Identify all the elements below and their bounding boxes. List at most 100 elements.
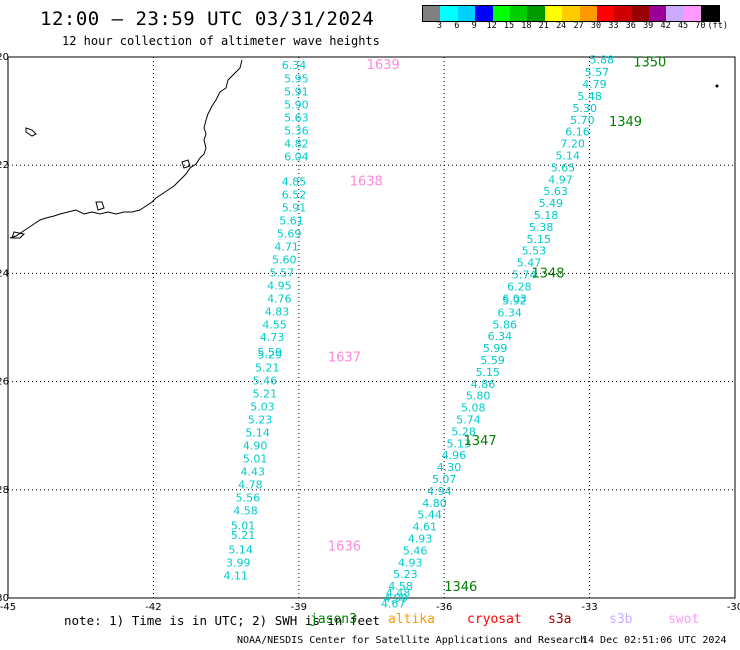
legend-swatch: [562, 6, 580, 21]
swh-value: 4.94: [427, 485, 452, 498]
map-title: 12:00 – 23:59 UTC 03/31/2024: [40, 8, 375, 30]
legend-label: 33: [608, 21, 619, 31]
swh-value: 5.08: [461, 402, 486, 415]
legend-label: 45: [677, 21, 689, 31]
legend-label: 12: [486, 21, 497, 31]
swh-value: 5.70: [570, 114, 595, 127]
mission-label: s3b: [609, 612, 633, 627]
mission-label: jason3: [310, 612, 357, 627]
legend-swatch: [544, 6, 563, 21]
legend-swatch: [475, 6, 493, 21]
legend-swatch: [509, 6, 528, 21]
swh-value: 5.74: [512, 268, 537, 281]
swh-value: 5.88: [589, 54, 614, 67]
swh-value: 4.11: [224, 569, 249, 582]
swh-value: 5.92: [502, 294, 527, 307]
map-grid: [7, 56, 736, 599]
swh-value: 7.20: [560, 138, 585, 151]
swh-value: 4.61: [413, 521, 438, 534]
swh-value: 5.95: [284, 73, 309, 86]
lon-tick-label: -33: [581, 602, 597, 613]
swh-value: 4.93: [408, 532, 433, 545]
swh-value: 6.03: [502, 292, 527, 305]
legend-label: 3: [436, 21, 442, 31]
swh-value: 5.21: [253, 388, 278, 401]
swh-value: 5.60: [272, 253, 297, 266]
swh-value: 5.18: [534, 209, 559, 222]
wave-tracks: 6.345.955.915.905.635.364.826.044.856.52…: [224, 54, 614, 611]
credit-text: NOAA/NESDIS Center for Satellite Applica…: [237, 635, 587, 646]
swh-value: 5.01: [243, 452, 268, 465]
swh-value: 5.57: [270, 266, 295, 279]
swh-value: 6.34: [497, 306, 522, 319]
credit-date: 14 Dec 02:51:06 UTC 2024: [582, 635, 727, 646]
swh-value: 4.73: [260, 331, 285, 344]
swh-value: 5.03: [250, 400, 275, 413]
pass-number: 1637: [328, 350, 361, 365]
legend-label: 27: [573, 21, 584, 31]
swh-value: 4.96: [442, 449, 467, 462]
swh-value: 5.56: [236, 491, 261, 504]
legend-label: 36: [625, 21, 636, 31]
swh-value: 6.52: [282, 188, 307, 201]
island-2: [181, 159, 191, 169]
swh-value: 5.80: [466, 390, 491, 403]
pass-number: 1350: [633, 55, 666, 70]
legend-label: (ft): [707, 21, 729, 31]
lon-tick-label: -36: [436, 602, 452, 613]
swh-value: 5.29: [257, 349, 282, 362]
swh-value: 4.93: [398, 556, 423, 569]
color-scale-bar: [422, 5, 720, 22]
swh-value: 4.79: [582, 78, 607, 91]
swh-value: 5.74: [456, 413, 481, 426]
swh-value: 6.16: [565, 126, 590, 139]
legend-label: 24: [556, 21, 567, 31]
swh-value: 5.30: [573, 102, 598, 115]
mission-label: altika: [388, 612, 435, 627]
legend-label: 18: [521, 21, 532, 31]
mission-label: s3a: [548, 612, 572, 627]
swh-value: 5.63: [284, 112, 309, 125]
legend-label: 39: [643, 21, 654, 31]
swh-value: 5.59: [480, 354, 505, 367]
swh-value: 4.86: [471, 378, 496, 391]
island-1: [25, 127, 37, 137]
swh-value: 4.30: [437, 461, 462, 474]
swh-value: 5.91: [284, 86, 309, 99]
swh-value: 4.78: [238, 478, 263, 491]
legend-swatch: [457, 6, 476, 21]
swh-value: 5.46: [253, 375, 278, 388]
legend-label: 15: [503, 21, 515, 31]
swh-value: 5.59: [257, 346, 282, 359]
pass-labels: 1636 1637 1638 1639 1346 1347 1348 1349 1350: [328, 55, 666, 595]
swh-value: 4.71: [274, 240, 299, 253]
swh-value: 5.14: [228, 543, 253, 556]
swh-value: 4.55: [262, 318, 287, 331]
swh-value: 5.01: [231, 520, 256, 533]
pass-number: 1349: [609, 115, 642, 130]
swh-value: 6.28: [507, 280, 532, 293]
swh-value: 5.15: [526, 233, 551, 246]
lon-tick-label: -45: [0, 602, 16, 613]
legend-swatch: [631, 6, 650, 21]
lat-tick-label: -30: [0, 593, 9, 604]
swh-value: 5.36: [284, 125, 309, 138]
swh-value: 5.15: [476, 366, 501, 379]
legend-swatch: [440, 6, 458, 21]
legend-label: 70: [695, 21, 706, 31]
legend-swatch: [579, 6, 597, 21]
island-4: [11, 231, 26, 239]
legend-swatch: [527, 6, 545, 21]
swh-value: 5.69: [277, 227, 302, 240]
swh-value: 5.23: [393, 568, 418, 581]
swh-value: 6.34: [488, 330, 513, 343]
lon-tick-label: -30: [727, 602, 740, 613]
lon-tick-label: -39: [291, 602, 307, 613]
swh-value: 4.43: [241, 465, 266, 478]
pass-number: 1638: [350, 174, 383, 189]
legend-swatch: [596, 6, 615, 21]
pass-number: 1346: [444, 580, 477, 595]
legend-label: 21: [538, 21, 549, 31]
swh-value: 5.99: [483, 342, 508, 355]
